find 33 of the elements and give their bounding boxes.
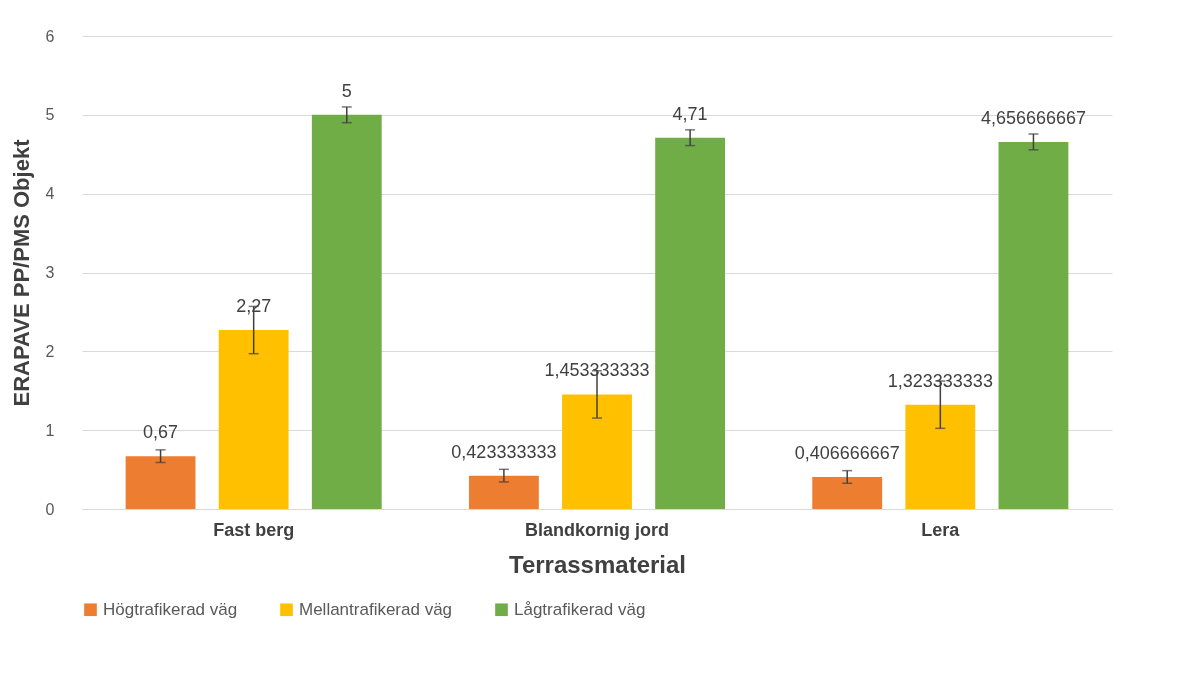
legend-label: Högtrafikerad väg — [103, 599, 238, 619]
bar — [562, 394, 632, 509]
bar — [998, 141, 1069, 509]
bar — [905, 404, 976, 509]
y-tick-label: 4 — [45, 185, 55, 203]
bar — [125, 456, 196, 509]
y-tick-label: 6 — [45, 27, 55, 45]
y-tick-label: 2 — [45, 342, 55, 360]
x-tick-label: Fast berg — [213, 519, 295, 540]
bar — [218, 330, 289, 509]
legend-label: Mellantrafikerad väg — [299, 599, 453, 619]
bar — [812, 476, 883, 509]
y-tick-label: 5 — [45, 106, 55, 124]
x-tick-label: Blandkornig jord — [525, 519, 669, 540]
data-label: 4,71 — [672, 103, 708, 124]
bar — [311, 114, 382, 509]
y-tick-label: 3 — [45, 264, 55, 281]
x-axis-title: Terrassmaterial — [509, 550, 686, 578]
data-label: 0,406666667 — [794, 442, 900, 463]
y-tick-label: 0 — [45, 500, 55, 518]
y-axis-title: ERAPAVE PP/PMS Objekt — [8, 138, 34, 407]
data-label: 1,453333333 — [544, 360, 650, 381]
data-label: 0,423333333 — [451, 441, 557, 462]
data-label: 0,67 — [143, 422, 179, 443]
legend-label: Lågtrafikerad väg — [514, 599, 646, 619]
bar — [655, 137, 726, 509]
bar — [468, 475, 539, 509]
data-label: 2,27 — [236, 296, 272, 317]
data-label: 5 — [341, 80, 352, 101]
data-label: 1,323333333 — [887, 370, 993, 391]
y-tick-label: 1 — [45, 421, 55, 439]
x-tick-label: Lera — [921, 519, 961, 540]
data-label: 4,656666667 — [980, 107, 1086, 128]
